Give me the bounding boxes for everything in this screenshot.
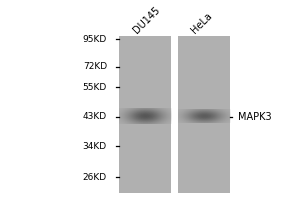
- Text: 34KD: 34KD: [83, 142, 107, 151]
- Text: 55KD: 55KD: [83, 83, 107, 92]
- Bar: [178, 36, 230, 193]
- Text: MAPK3: MAPK3: [238, 112, 271, 122]
- Text: HeLa: HeLa: [189, 11, 214, 35]
- Text: 72KD: 72KD: [83, 62, 107, 71]
- Text: 26KD: 26KD: [83, 173, 107, 182]
- Bar: [119, 36, 171, 193]
- Text: 95KD: 95KD: [83, 35, 107, 44]
- Text: 43KD: 43KD: [83, 112, 107, 121]
- Text: DU145: DU145: [131, 5, 162, 35]
